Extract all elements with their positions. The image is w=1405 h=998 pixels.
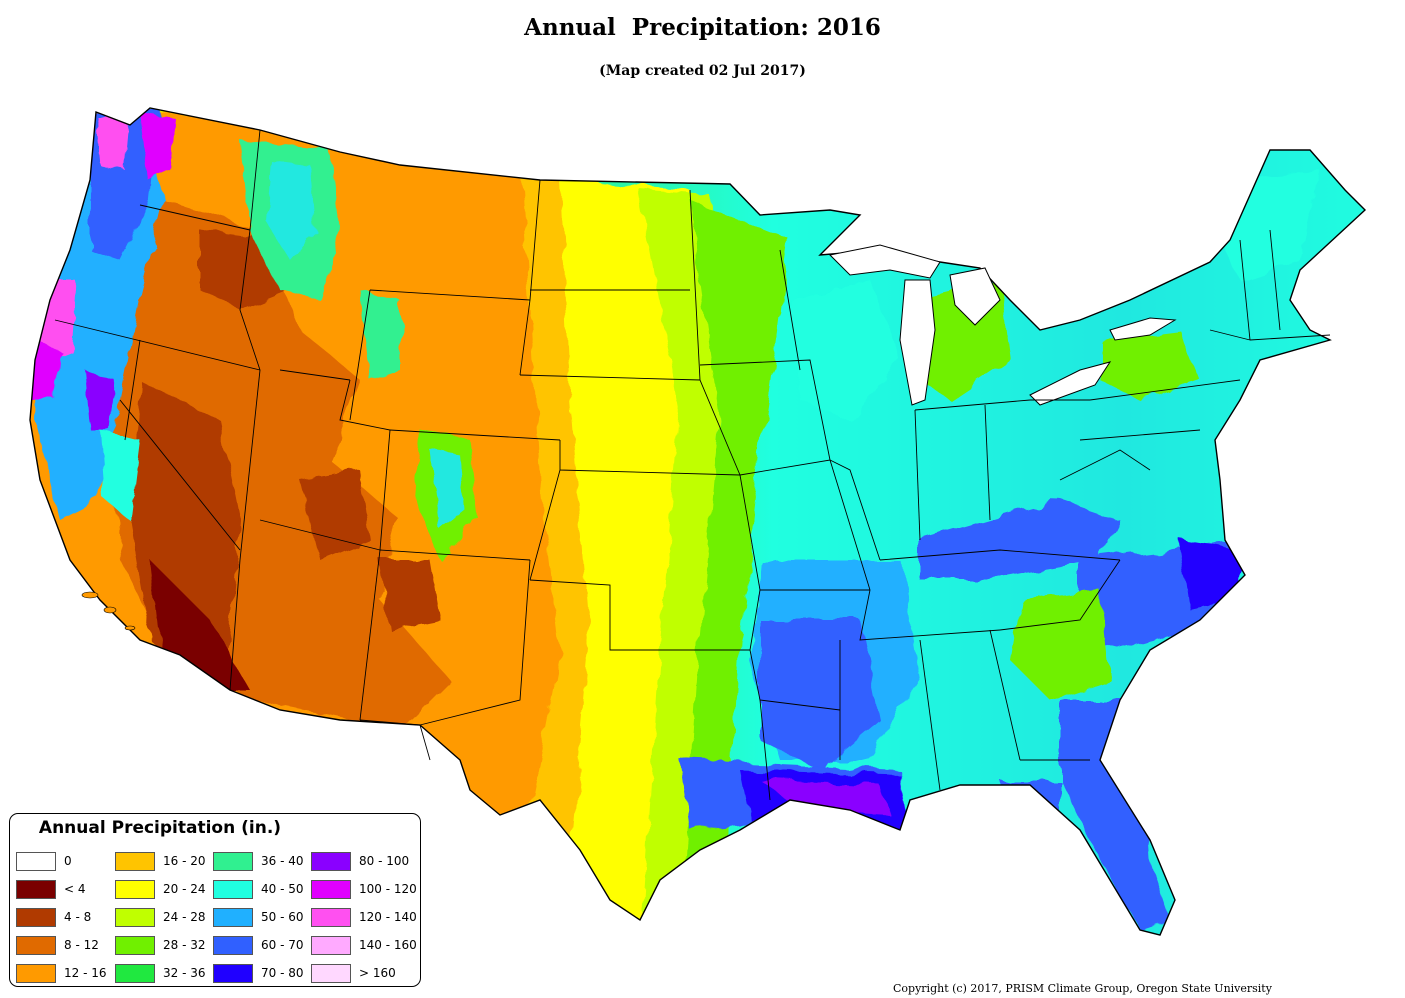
legend-item: > 160	[311, 964, 411, 984]
legend-item: 20 - 24	[115, 880, 215, 900]
legend-item: 36 - 40	[213, 852, 313, 872]
legend-label: 36 - 40	[261, 854, 304, 868]
legend-swatch	[115, 880, 155, 899]
legend-item: 40 - 50	[213, 880, 313, 900]
legend-swatch	[311, 936, 351, 955]
legend-label: 32 - 36	[163, 966, 206, 980]
legend-label: 40 - 50	[261, 882, 304, 896]
legend-item: 16 - 20	[115, 852, 215, 872]
legend-swatch	[213, 908, 253, 927]
legend-label: 8 - 12	[64, 938, 99, 952]
legend-label: 70 - 80	[261, 966, 304, 980]
great-lakes	[828, 244, 1177, 406]
legend-item: 140 - 160	[311, 936, 417, 956]
channel-islands	[81, 591, 136, 631]
legend-item: 80 - 100	[311, 852, 411, 872]
legend-label: 24 - 28	[163, 910, 206, 924]
legend-label: > 160	[359, 966, 396, 980]
legend-title: Annual Precipitation (in.)	[38, 818, 282, 838]
legend-label: 28 - 32	[163, 938, 206, 952]
legend-item: 60 - 70	[213, 936, 313, 956]
legend-label: 120 - 140	[359, 910, 417, 924]
legend-item: < 4	[16, 880, 116, 900]
legend-item: 28 - 32	[115, 936, 215, 956]
legend-label: 0	[64, 854, 72, 868]
legend-item: 70 - 80	[213, 964, 313, 984]
legend-label: 16 - 20	[163, 854, 206, 868]
state-boundaries	[54, 129, 1331, 801]
legend-label: 60 - 70	[261, 938, 304, 952]
map-title: Annual Precipitation: 2016	[524, 14, 881, 41]
map-subtitle: (Map created 02 Jul 2017)	[599, 63, 806, 79]
legend-item: 4 - 8	[16, 908, 116, 928]
legend-label: 50 - 60	[261, 910, 304, 924]
legend-swatch	[213, 880, 253, 899]
legend-label: 100 - 120	[359, 882, 417, 896]
legend-swatch	[311, 880, 351, 899]
legend-label: 140 - 160	[359, 938, 417, 952]
legend-swatch	[213, 964, 253, 983]
legend-swatch	[16, 908, 56, 927]
legend-swatch	[16, 880, 56, 899]
legend: Annual Precipitation (in.) 0 < 4 4 - 8 8 - …	[9, 813, 421, 987]
legend-swatch	[16, 852, 56, 871]
legend-swatch	[311, 908, 351, 927]
legend-label: 20 - 24	[163, 882, 206, 896]
legend-item: 32 - 36	[115, 964, 215, 984]
legend-item: 120 - 140	[311, 908, 417, 928]
legend-swatch	[311, 964, 351, 983]
legend-swatch	[213, 852, 253, 871]
legend-item: 50 - 60	[213, 908, 313, 928]
legend-swatch	[115, 908, 155, 927]
legend-swatch	[115, 936, 155, 955]
legend-item: 100 - 120	[311, 880, 417, 900]
legend-label: 80 - 100	[359, 854, 410, 868]
copyright-notice: Copyright (c) 2017, PRISM Climate Group,…	[893, 982, 1272, 995]
legend-swatch	[311, 852, 351, 871]
legend-swatch	[213, 936, 253, 955]
legend-label: < 4	[64, 882, 86, 896]
legend-swatch	[16, 964, 56, 983]
legend-swatch	[16, 936, 56, 955]
legend-swatch	[115, 852, 155, 871]
legend-item: 24 - 28	[115, 908, 215, 928]
legend-swatch	[115, 964, 155, 983]
legend-item: 8 - 12	[16, 936, 116, 956]
legend-label: 4 - 8	[64, 910, 92, 924]
legend-label: 12 - 16	[64, 966, 107, 980]
legend-item: 12 - 16	[16, 964, 116, 984]
legend-item: 0	[16, 852, 116, 872]
